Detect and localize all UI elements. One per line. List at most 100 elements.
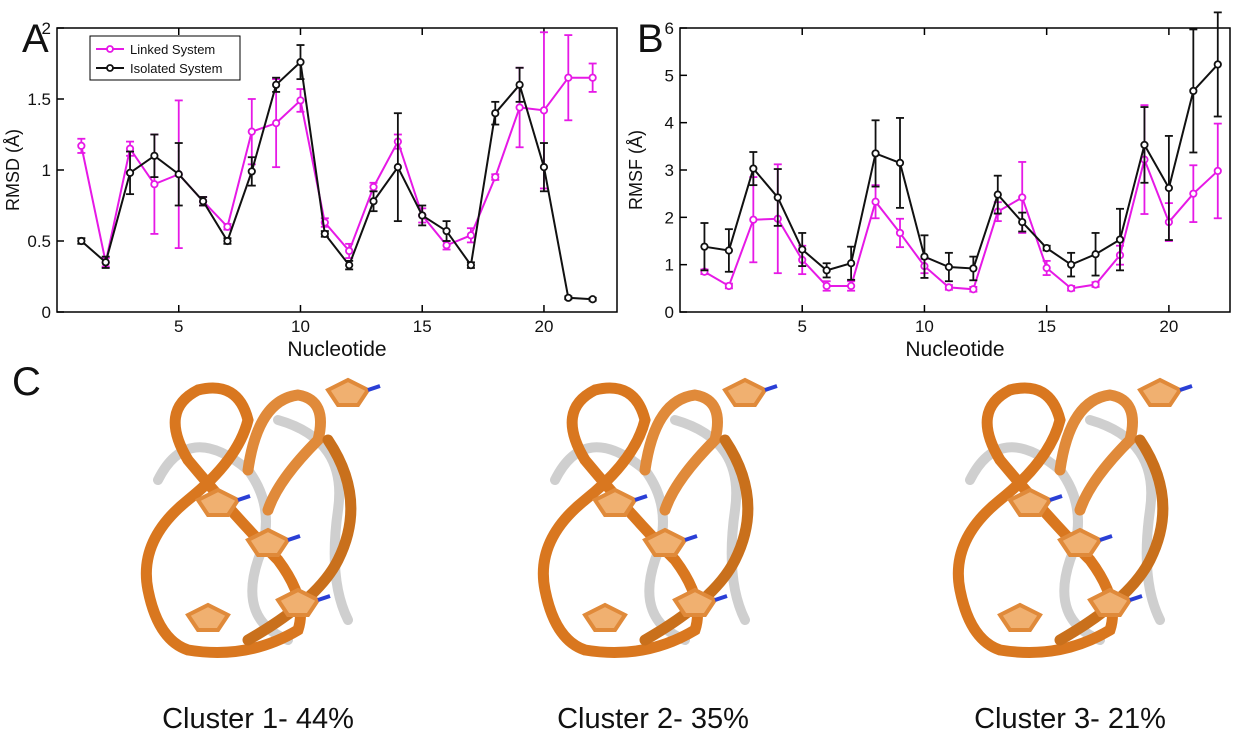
y-axis-label: RMSF (Å) — [626, 130, 646, 210]
marker — [150, 180, 159, 189]
legend-box — [89, 35, 241, 81]
marker — [1042, 263, 1051, 273]
x-tick-label: 20 — [1159, 317, 1178, 336]
marker — [798, 245, 807, 254]
marker — [1091, 250, 1100, 259]
marker — [871, 149, 880, 158]
x-tick-label: 15 — [413, 317, 432, 336]
legend-marker — [106, 45, 114, 53]
marker — [174, 170, 183, 179]
marker — [77, 141, 86, 150]
panel-label: A — [22, 17, 49, 61]
cluster-caption: Cluster 1- 44% — [162, 703, 354, 735]
marker — [466, 261, 476, 270]
cluster-caption: Cluster 3- 21% — [974, 703, 1166, 735]
marker — [1140, 140, 1149, 150]
marker — [393, 163, 402, 172]
marker — [588, 73, 597, 82]
marker — [749, 164, 758, 173]
marker — [442, 241, 451, 250]
y-tick-label: 2 — [42, 19, 51, 38]
y-tick-label: 1 — [42, 161, 51, 180]
marker — [515, 103, 524, 112]
marker — [539, 163, 549, 172]
marker — [749, 215, 758, 224]
marker — [1189, 189, 1198, 198]
marker — [969, 264, 978, 273]
y-tick-label: 0 — [665, 303, 674, 322]
y-tick-label: 5 — [665, 66, 674, 85]
marker — [822, 281, 831, 291]
marker — [895, 158, 905, 167]
marker — [272, 80, 281, 89]
marker — [296, 57, 305, 67]
marker — [1018, 193, 1027, 202]
panel-label: C — [12, 360, 41, 404]
structure-image — [958, 380, 1192, 653]
y-tick-label: 6 — [665, 19, 674, 38]
marker — [588, 295, 597, 304]
marker — [466, 231, 476, 240]
marker — [1091, 280, 1100, 289]
x-tick-label: 10 — [915, 317, 934, 336]
marker — [1213, 166, 1222, 176]
marker — [491, 173, 500, 182]
marker — [1189, 86, 1198, 96]
y-tick-label: 0 — [42, 303, 51, 322]
legend-marker — [106, 64, 114, 72]
marker — [296, 96, 305, 105]
marker — [198, 197, 208, 206]
marker — [369, 182, 378, 192]
marker — [847, 281, 856, 291]
marker — [1067, 260, 1076, 269]
marker — [920, 252, 929, 261]
y-tick-label: 2 — [665, 208, 674, 227]
marker — [491, 109, 500, 118]
marker — [345, 261, 354, 270]
marker — [539, 106, 549, 115]
marker — [1115, 235, 1125, 244]
panel-label: B — [637, 17, 664, 61]
marker — [773, 193, 782, 202]
panel-c: C Cluster 1- 44% Cluster 2- 35% Cluster … — [12, 360, 1192, 735]
cluster-caption: Cluster 2- 35% — [557, 703, 749, 735]
series-line — [80, 76, 593, 263]
y-tick-label: 4 — [665, 114, 674, 133]
marker — [724, 281, 733, 291]
marker — [101, 258, 110, 267]
marker — [223, 222, 232, 231]
marker — [418, 211, 427, 220]
x-tick-label: 20 — [534, 317, 553, 336]
marker — [564, 73, 573, 82]
marker — [125, 168, 135, 177]
x-tick-label: 10 — [291, 317, 310, 336]
marker — [847, 259, 856, 268]
x-tick-label: 5 — [797, 317, 806, 336]
marker — [564, 293, 573, 302]
y-tick-label: 1.5 — [27, 90, 51, 109]
marker — [77, 236, 86, 246]
x-axis-label: Nucleotide — [287, 338, 386, 361]
marker — [1018, 217, 1027, 227]
marker — [247, 127, 256, 136]
marker — [369, 197, 378, 206]
marker — [1067, 284, 1076, 293]
series-line — [704, 63, 1219, 272]
marker — [1213, 60, 1222, 69]
structure-image — [543, 380, 777, 653]
marker — [895, 228, 905, 238]
marker — [223, 236, 232, 246]
marker — [442, 226, 451, 236]
series-line — [80, 60, 593, 301]
y-tick-label: 0.5 — [27, 232, 51, 251]
y-tick-label: 3 — [665, 161, 674, 180]
marker — [944, 283, 953, 292]
legend-label: Linked System — [130, 42, 215, 57]
structure-image — [146, 380, 380, 653]
x-tick-label: 15 — [1037, 317, 1056, 336]
marker — [871, 197, 880, 206]
marker — [822, 266, 831, 275]
marker — [272, 119, 281, 128]
legend-label: Isolated System — [130, 61, 223, 76]
marker — [247, 167, 256, 176]
